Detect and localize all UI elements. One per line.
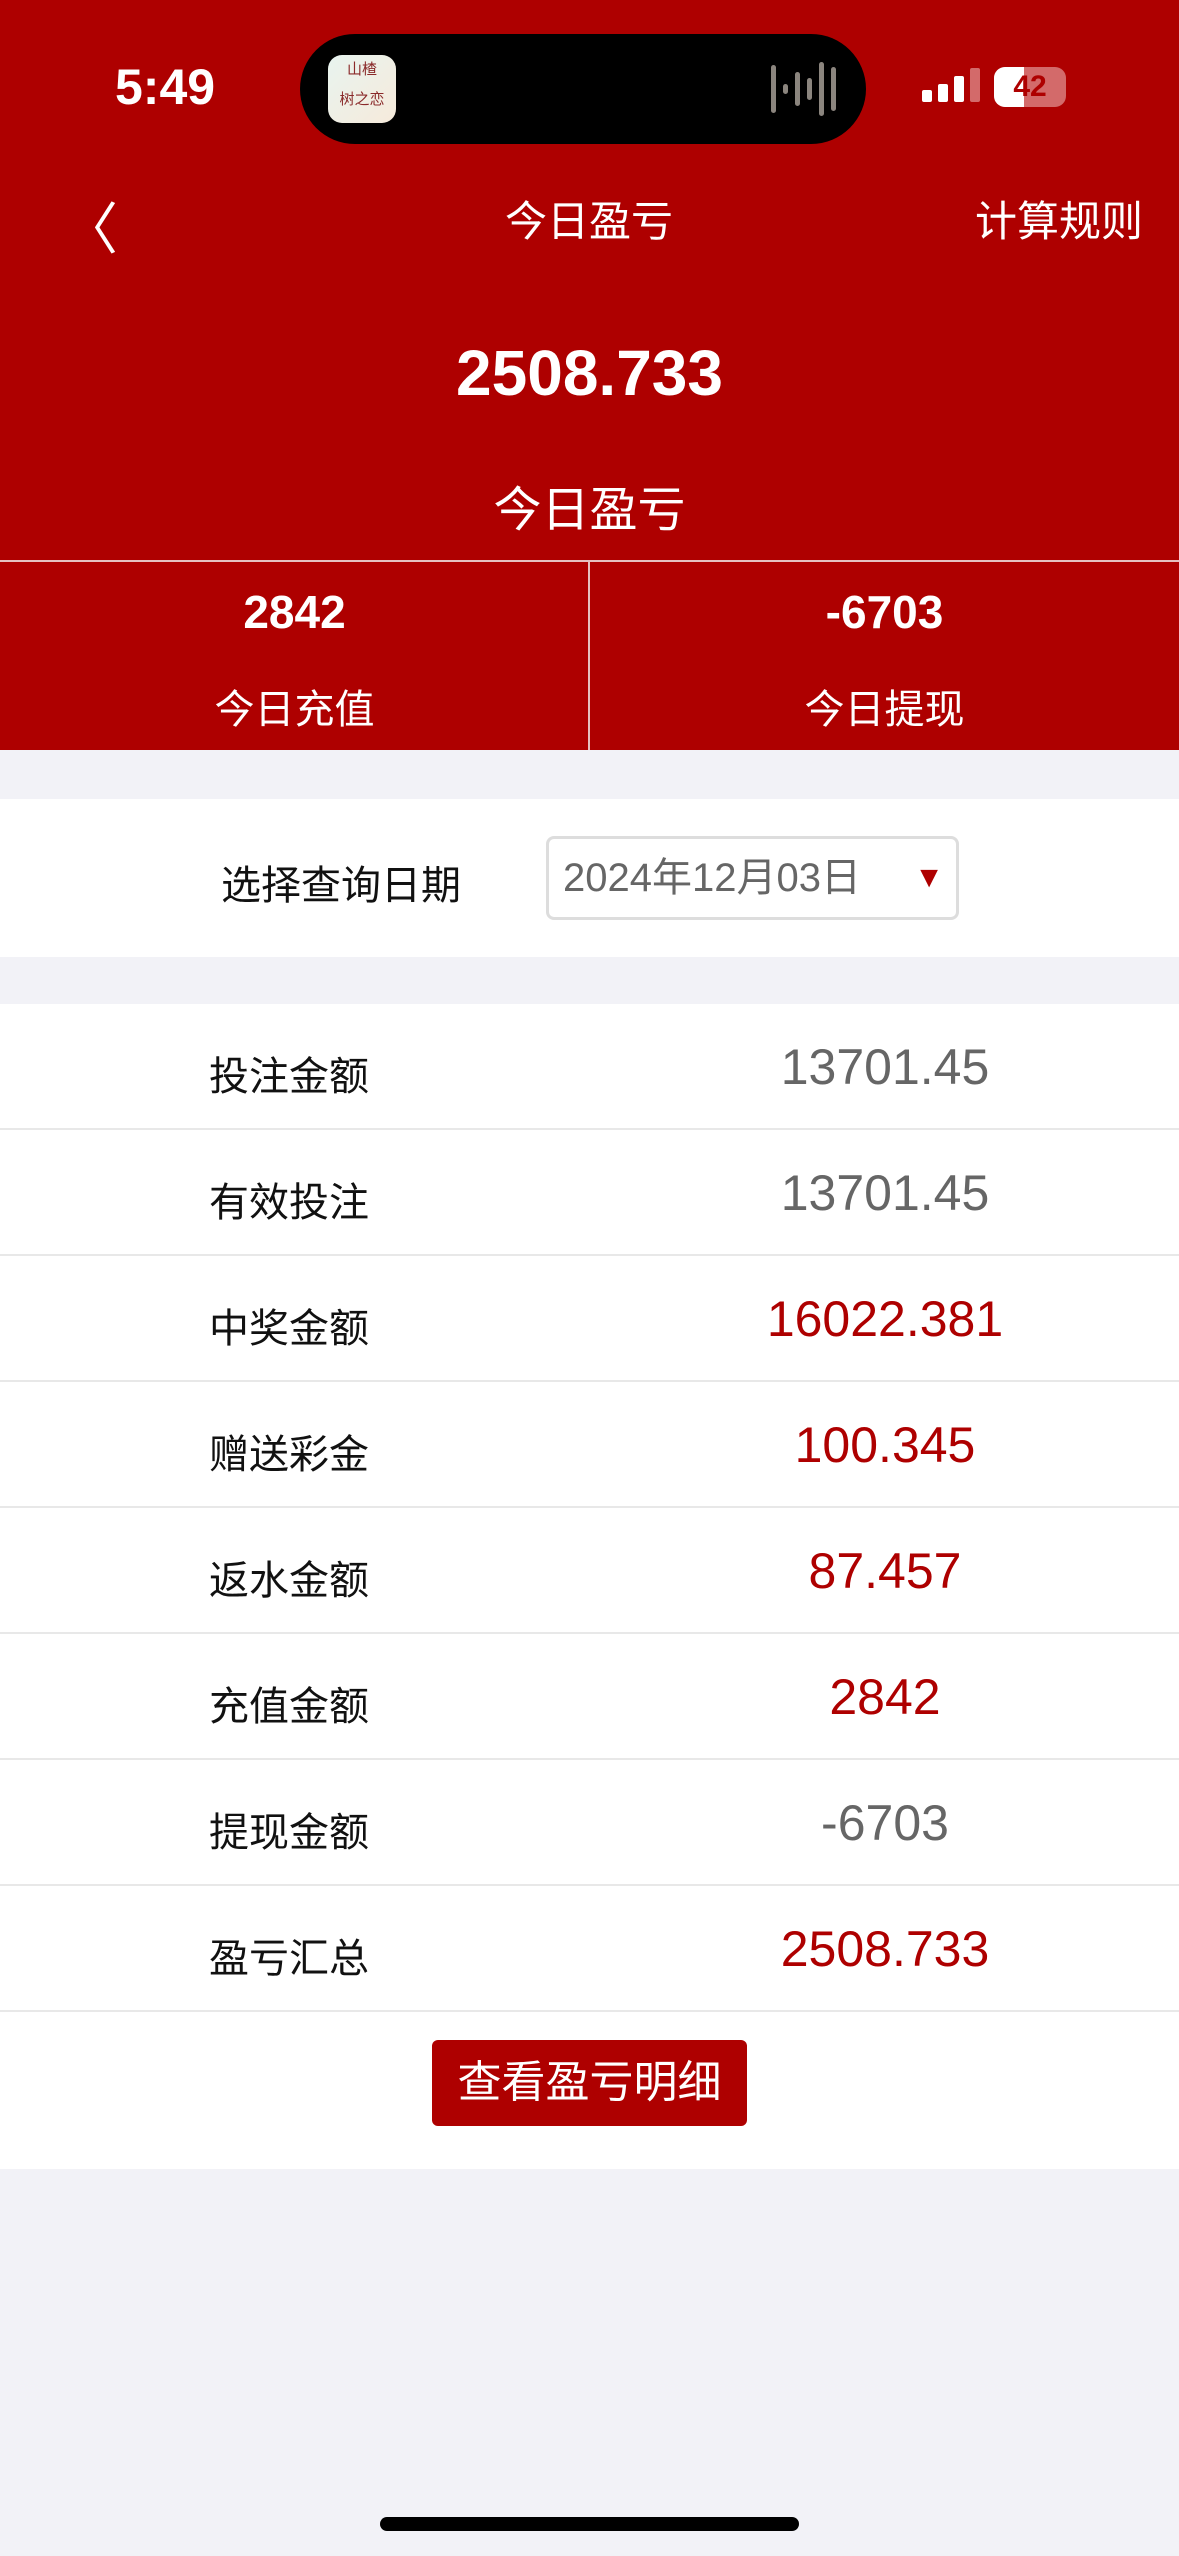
home-indicator[interactable]	[380, 2517, 799, 2531]
dropdown-triangle-icon: ▼	[914, 861, 944, 894]
list-item: 充值金额 2842	[0, 1634, 1179, 1760]
summary-list: 投注金额 13701.45 有效投注 13701.45 中奖金额 16022.381 赠送彩…	[0, 1004, 1179, 2169]
stat-recharge: 2842 今日充值	[0, 585, 589, 735]
view-detail-button[interactable]: 查看盈亏明细	[432, 2040, 747, 2126]
status-time: 5:49	[115, 59, 216, 115]
divider	[588, 562, 590, 750]
row-label: 投注金额	[209, 1055, 369, 1099]
row-value: 87.457	[808, 1543, 962, 1599]
row-label: 中奖金额	[209, 1307, 369, 1351]
page-title: 今日盈亏	[504, 198, 673, 245]
dynamic-island: 山楂 树之恋	[300, 34, 866, 144]
row-label: 有效投注	[209, 1181, 369, 1225]
stat-withdraw: -6703 今日提现	[590, 585, 1179, 735]
stat-value: 2842	[243, 586, 346, 638]
date-select[interactable]: 2024年12月03日 ▼	[546, 836, 959, 920]
battery-icon: 42	[994, 67, 1066, 107]
today-profit-label: 今日盈亏	[493, 484, 686, 537]
row-label: 返水金额	[209, 1559, 369, 1603]
date-value: 2024年12月03日	[563, 856, 861, 900]
row-value: 2508.733	[780, 1921, 990, 1977]
list-item: 盈亏汇总 2508.733	[0, 1886, 1179, 2012]
row-label: 盈亏汇总	[209, 1937, 369, 1981]
row-label: 提现金额	[209, 1811, 369, 1855]
app-icon: 山楂 树之恋	[328, 55, 396, 123]
audio-wave-icon	[771, 62, 836, 116]
divider	[0, 560, 1179, 562]
row-value: -6703	[821, 1795, 949, 1851]
stat-label: 今日提现	[804, 688, 965, 732]
list-item: 投注金额 13701.45	[0, 1004, 1179, 1130]
calc-rules-link[interactable]: 计算规则	[974, 198, 1143, 245]
date-label: 选择查询日期	[221, 864, 461, 908]
list-item: 赠送彩金 100.345	[0, 1382, 1179, 1508]
list-item: 有效投注 13701.45	[0, 1130, 1179, 1256]
stat-label: 今日充值	[214, 688, 375, 732]
row-value: 2842	[829, 1669, 941, 1725]
row-label: 充值金额	[209, 1685, 369, 1729]
row-label: 赠送彩金	[209, 1433, 369, 1477]
list-item: 提现金额 -6703	[0, 1760, 1179, 1886]
row-value: 13701.45	[780, 1039, 990, 1095]
row-value: 13701.45	[780, 1165, 990, 1221]
header: 5:49 山楂 树之恋 42 〈 今日盈亏 计算规则 2508.733 今日盈亏 …	[0, 0, 1179, 750]
signal-icon	[922, 68, 980, 102]
date-filter: 选择查询日期 2024年12月03日 ▼	[0, 799, 1179, 957]
today-profit-value: 2508.733	[456, 337, 723, 409]
row-value: 16022.381	[766, 1291, 1004, 1347]
list-item: 返水金额 87.457	[0, 1508, 1179, 1634]
row-value: 100.345	[794, 1417, 976, 1473]
stat-value: -6703	[825, 586, 944, 638]
back-button[interactable]: 〈	[62, 198, 118, 261]
list-item: 中奖金额 16022.381	[0, 1256, 1179, 1382]
